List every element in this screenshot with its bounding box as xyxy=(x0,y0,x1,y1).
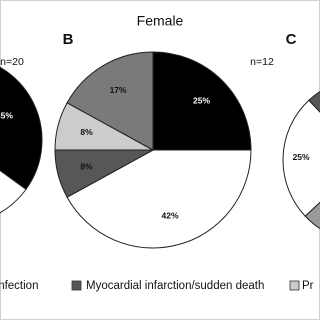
pie-slice xyxy=(66,51,154,151)
legend-label: Myocardial infarction/sudden death xyxy=(86,280,264,292)
panel-letter: C xyxy=(286,31,297,48)
slice-label: 25% xyxy=(293,152,310,162)
slice-label: 8% xyxy=(80,161,93,171)
pie-slice xyxy=(152,51,252,151)
pie-slice xyxy=(304,201,320,230)
slice-label: 35% xyxy=(0,111,13,121)
slice-label: 8% xyxy=(80,127,93,137)
legend-swatch xyxy=(289,280,300,291)
legend-label: Pr xyxy=(302,280,314,292)
pie-slice xyxy=(0,169,27,214)
slice-label: 42% xyxy=(162,211,179,221)
pie-slice xyxy=(282,99,320,217)
legend-label: Infection xyxy=(0,280,38,292)
sample-size: n=12 xyxy=(250,56,274,68)
pie-slice xyxy=(0,66,43,191)
pie-slice xyxy=(66,149,252,249)
panel-title: Female xyxy=(137,13,184,29)
slice-label: 17% xyxy=(110,85,127,95)
sample-size: n=20 xyxy=(0,56,24,68)
legend-swatch xyxy=(71,280,82,291)
slice-label: 25% xyxy=(193,96,210,106)
panel-letter: B xyxy=(63,31,74,48)
pie-slice xyxy=(308,90,320,113)
